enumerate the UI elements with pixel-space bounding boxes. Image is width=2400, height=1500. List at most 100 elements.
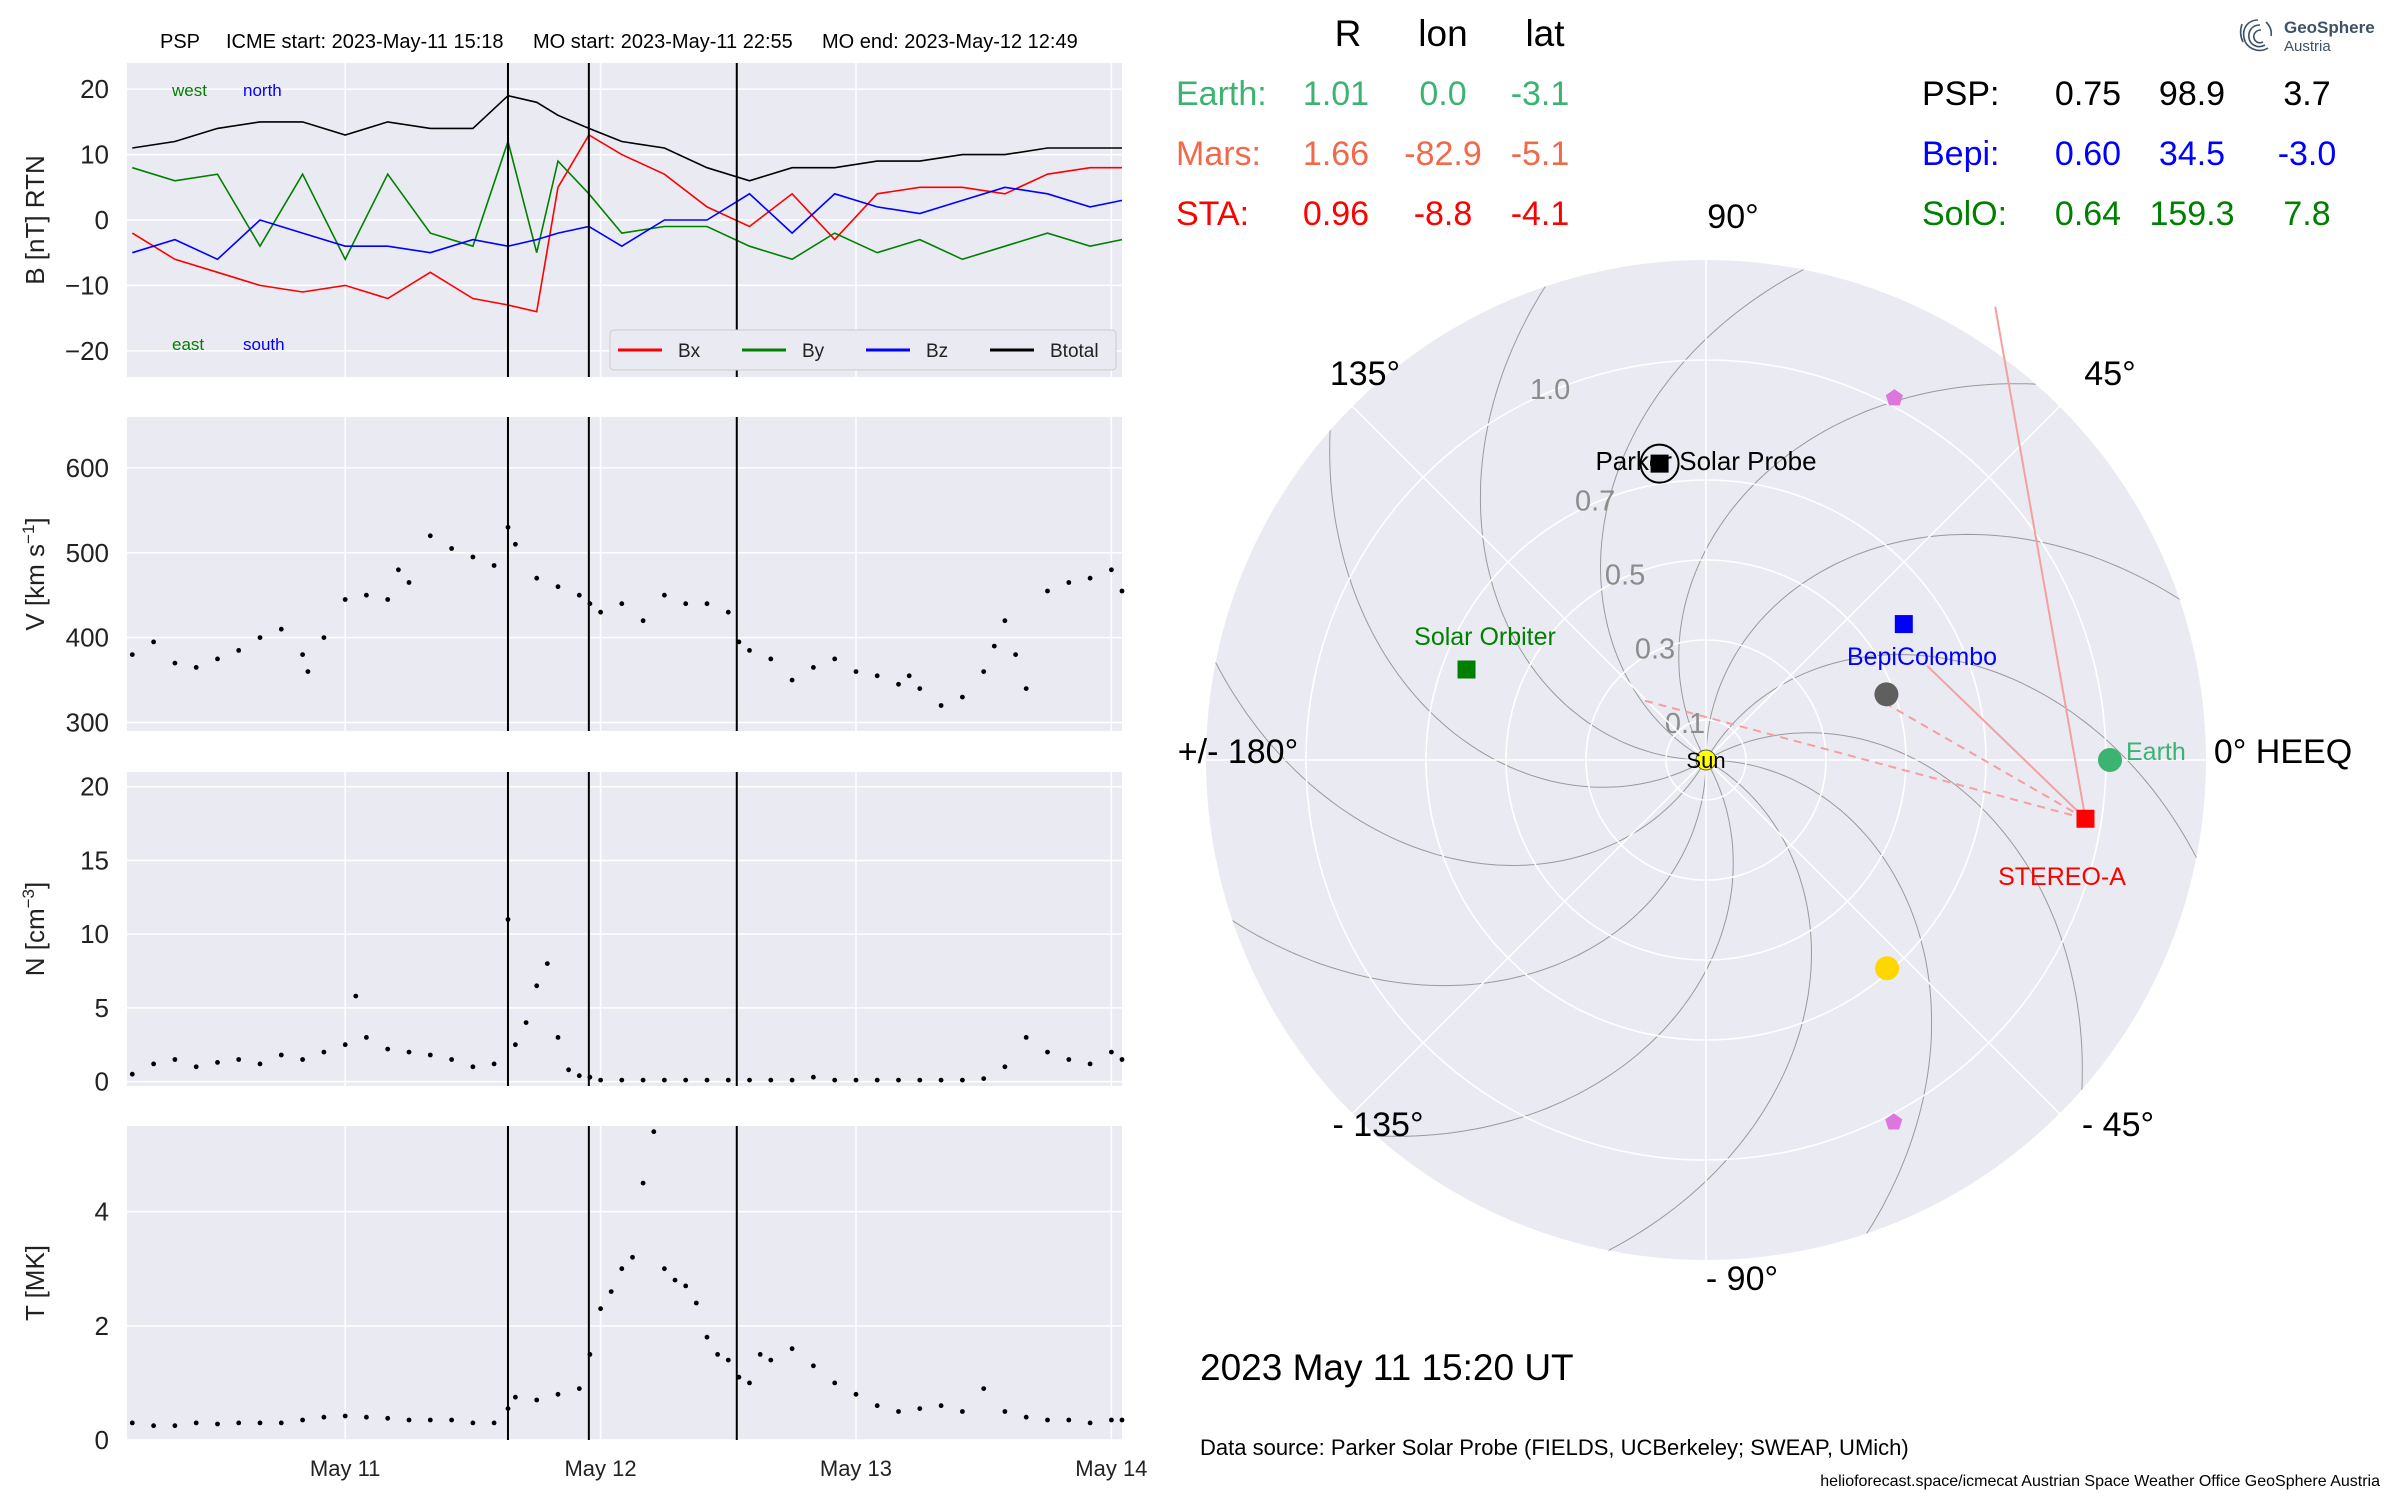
panel3-data-point xyxy=(566,1067,571,1073)
pentagon-marker xyxy=(1885,1113,1903,1130)
left-row-name: STA: xyxy=(1176,195,1249,233)
panel4-data-point xyxy=(513,1394,518,1400)
panel3-data-point xyxy=(896,1077,901,1083)
panel4-data-point xyxy=(981,1386,987,1391)
left-row-lat: -4.1 xyxy=(1511,195,1570,233)
right-row-lat: 7.8 xyxy=(2283,195,2330,233)
panel2-ylabel-sup: −1 xyxy=(19,525,38,544)
panel2-data-point xyxy=(662,592,667,598)
parker-spirals xyxy=(1206,260,2206,1260)
panel4-data-point xyxy=(693,1300,699,1306)
panel2-data-point xyxy=(305,669,311,674)
right-row-lon: 34.5 xyxy=(2159,135,2225,173)
left-row-lon: 0.0 xyxy=(1419,75,1466,113)
panel3-data-point xyxy=(960,1077,965,1083)
panel2-data-point xyxy=(491,563,497,568)
legend-label-bz: Bz xyxy=(926,341,948,362)
panel3-data-point xyxy=(449,1057,454,1062)
panel2-ytick-label: 300 xyxy=(66,708,109,738)
panel3-data-point xyxy=(300,1057,305,1062)
left-row-lat: -3.1 xyxy=(1511,75,1570,113)
panel4-data-point xyxy=(193,1420,199,1426)
polar-radial-label: 0.7 xyxy=(1575,485,1615,517)
panel4-data-point xyxy=(236,1420,242,1426)
panel4-data-point xyxy=(151,1423,157,1429)
bepicolombo-marker xyxy=(1894,615,1913,634)
polar-angle-grid xyxy=(1705,405,2061,761)
pentagon-marker xyxy=(1885,389,1903,406)
polar-angle-label: - 135° xyxy=(1332,1106,1423,1144)
parker-spiral-line xyxy=(1705,653,2206,887)
panel2-data-point xyxy=(215,656,220,662)
right-row-lat: 3.7 xyxy=(2283,75,2330,113)
right-row-lon: 98.9 xyxy=(2159,75,2225,113)
solar-orbiter-label: Solar Orbiter xyxy=(1414,623,1556,651)
panel3-data-point xyxy=(938,1077,944,1083)
panel3-ytick-label: 5 xyxy=(95,993,109,1023)
parker-spiral-line xyxy=(1678,383,2068,761)
panel4-data-point xyxy=(683,1283,689,1289)
panel2-data-point xyxy=(129,652,135,657)
panel2-data-point xyxy=(172,660,178,666)
legend-label-bx: Bx xyxy=(678,341,701,362)
panel4-data-point xyxy=(640,1180,646,1186)
panel2-data-point xyxy=(396,567,401,573)
polar-angle-label: - 90° xyxy=(1706,1260,1778,1298)
panel4-data-point xyxy=(960,1409,965,1414)
panel4-data-point xyxy=(917,1406,923,1411)
right-row-r: 0.75 xyxy=(2055,75,2121,113)
panel2-data-point xyxy=(896,681,901,687)
panel2-ylabel: V [km s−1] xyxy=(19,517,50,630)
sun-label: Sun xyxy=(1686,748,1725,773)
panel3-ytick-label: 20 xyxy=(80,772,109,802)
polar-angle-label: 45° xyxy=(2084,355,2135,393)
panel1-ylabel-main: B [nT] RTN xyxy=(20,155,50,285)
right-row-name: PSP: xyxy=(1922,75,1999,113)
panel2-data-point xyxy=(938,703,944,708)
table-header-lon: lon xyxy=(1418,13,1467,54)
panel3-data-point xyxy=(1119,1057,1125,1062)
parker-spiral-line xyxy=(1705,533,2206,761)
polar-angle-label: +/- 180° xyxy=(1178,733,1298,771)
panel4-data-point xyxy=(491,1420,497,1426)
panel4-data-point xyxy=(619,1266,625,1272)
panel3-data-point xyxy=(406,1049,412,1055)
panel3-data-point xyxy=(874,1077,880,1083)
panel2-data-point xyxy=(1119,588,1125,594)
panel1-series-bx xyxy=(131,133,1122,313)
legend-label-by: By xyxy=(802,341,825,362)
panel4-data-point xyxy=(215,1421,220,1427)
polar-angle-label: 0° HEEQ xyxy=(2214,733,2352,771)
panel3-data-point xyxy=(981,1076,987,1081)
panel4-data-point xyxy=(576,1386,582,1391)
panel3-data-point xyxy=(747,1077,752,1083)
parker-solar-probe-label: Parker Solar Probe xyxy=(1595,446,1816,476)
header-spacecraft: PSP xyxy=(160,31,200,53)
panel3-data-point xyxy=(704,1077,710,1083)
panel4-ytick-label: 0 xyxy=(95,1425,109,1455)
parker-spiral-line xyxy=(1705,759,1933,1260)
panel4-data-point xyxy=(715,1352,720,1357)
panel3-data-point xyxy=(385,1046,391,1052)
panel2-data-point xyxy=(513,541,518,547)
header-icme-start: ICME start: 2023-May-11 15:18 xyxy=(226,31,504,53)
panel4-data-point xyxy=(1023,1414,1029,1420)
body-7-marker xyxy=(1875,956,1900,981)
panel2-data-point xyxy=(991,643,997,649)
panel3-data-point xyxy=(768,1077,774,1083)
panel3-data-point xyxy=(1023,1035,1029,1040)
panel4-data-point xyxy=(672,1277,678,1283)
panel2-data-point xyxy=(193,665,199,670)
panel3-ytick-label: 0 xyxy=(95,1067,109,1097)
panel2-data-point xyxy=(236,648,242,653)
panel2-data-point xyxy=(768,656,774,662)
panel3-data-point xyxy=(789,1077,795,1083)
panel4-data-point xyxy=(662,1266,667,1272)
panel4-data-point xyxy=(172,1423,178,1429)
panel4-data-point xyxy=(300,1417,305,1423)
panel3-data-point xyxy=(193,1064,199,1070)
panel3-data-point xyxy=(236,1057,242,1062)
panel3-data-point xyxy=(215,1060,220,1065)
panel1-ytick-label: −20 xyxy=(65,336,109,366)
panel3-data-point xyxy=(353,993,359,999)
